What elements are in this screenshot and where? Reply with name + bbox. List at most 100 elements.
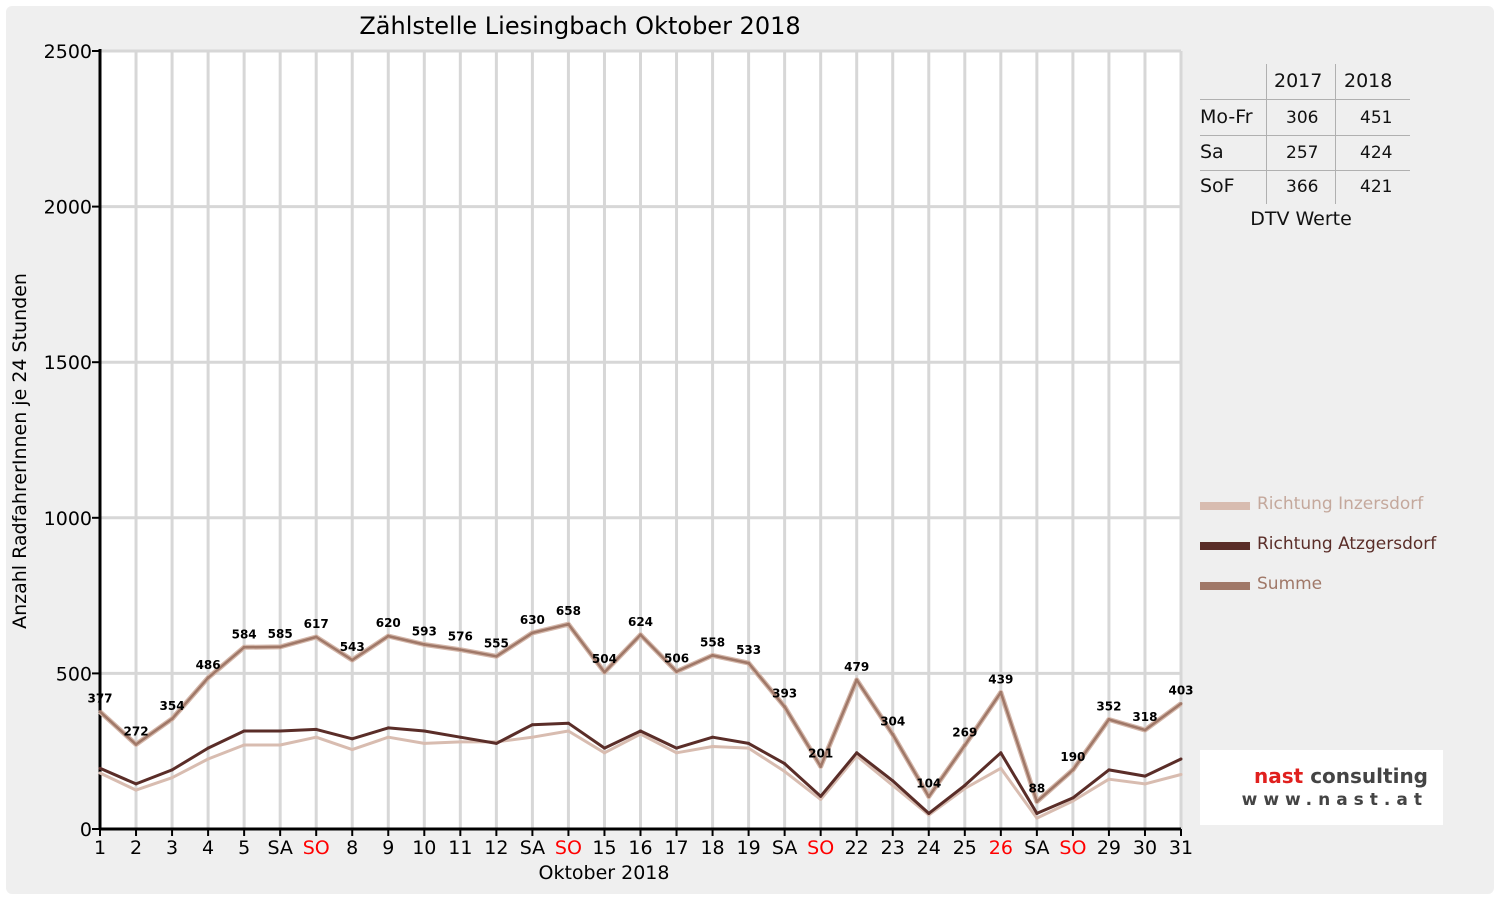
table-cell: 366 (1286, 177, 1319, 197)
x-axis-label: Oktober 2018 (538, 862, 670, 884)
dtv-caption: DTV Werte (1250, 208, 1352, 230)
x-tick-label: 16 (628, 837, 652, 859)
data-point (386, 726, 390, 730)
y-tick-label: 2000 (44, 197, 92, 219)
data-label: 533 (736, 643, 761, 657)
data-point (747, 746, 751, 750)
table-cell: 451 (1360, 108, 1393, 128)
table-cell: 257 (1286, 143, 1319, 163)
data-label: 352 (1096, 699, 1121, 713)
data-label: 624 (628, 615, 653, 629)
x-tick-label: 17 (664, 837, 688, 859)
table-cell: 424 (1360, 143, 1393, 163)
data-point (602, 751, 606, 755)
data-label: 269 (952, 725, 977, 739)
data-point (783, 769, 787, 773)
data-point (1035, 811, 1039, 815)
data-point (422, 741, 426, 745)
data-point (458, 648, 462, 652)
data-point (494, 741, 498, 745)
logo-brand-part1: nast (1254, 764, 1304, 788)
data-point (422, 729, 426, 733)
data-point (963, 743, 967, 747)
x-tick-label: 10 (412, 837, 436, 859)
data-label: 658 (556, 604, 581, 618)
x-tick-label: 18 (700, 837, 724, 859)
data-label: 354 (160, 699, 185, 713)
x-tick-label: 12 (484, 837, 508, 859)
data-point (963, 783, 967, 787)
x-tick-label: 24 (917, 837, 941, 859)
data-point (999, 690, 1003, 694)
x-tick-label: 31 (1169, 837, 1193, 859)
data-point (206, 757, 210, 761)
data-point (566, 721, 570, 725)
data-point (530, 735, 534, 739)
logo-url: www.nast.at (1241, 790, 1428, 810)
data-point (458, 740, 462, 744)
legend-item-inzersdorf: Richtung Inzersdorf (1200, 492, 1480, 516)
data-label: 630 (520, 613, 545, 627)
data-point (639, 732, 642, 736)
data-point (855, 751, 859, 755)
logo-brand: nast consulting (1200, 764, 1428, 788)
table-cell: 306 (1286, 108, 1319, 128)
legend-swatch (1200, 582, 1250, 590)
x-tick-label: 2 (130, 837, 142, 859)
data-label: 377 (87, 692, 112, 706)
data-point (170, 768, 174, 772)
y-tick-label: 1500 (44, 352, 92, 374)
data-point (1071, 799, 1075, 803)
data-label: 272 (124, 724, 149, 738)
data-point (458, 735, 462, 739)
x-tick-label: 1 (94, 837, 106, 859)
data-point (314, 727, 318, 731)
table-header-2017: 2017 (1274, 70, 1323, 92)
data-label: 393 (772, 687, 797, 701)
data-label: 486 (196, 658, 221, 672)
data-point (494, 654, 498, 658)
data-point (602, 746, 606, 750)
data-label: 584 (232, 627, 257, 641)
data-point (927, 811, 931, 815)
x-tick-label: 23 (881, 837, 905, 859)
table-cell: 421 (1360, 177, 1393, 197)
x-tick-label: 11 (448, 837, 472, 859)
data-point (1143, 782, 1147, 786)
x-tick-label: 8 (346, 837, 358, 859)
data-point (711, 735, 715, 739)
data-point (530, 723, 534, 727)
data-label: 439 (988, 672, 1013, 686)
data-label: 190 (1060, 750, 1085, 764)
data-point (1107, 777, 1111, 781)
data-point (566, 622, 570, 626)
y-tick-label: 500 (56, 663, 92, 685)
data-point (999, 751, 1003, 755)
data-point (747, 661, 751, 665)
table-divider (1266, 64, 1267, 204)
data-point (1107, 768, 1111, 772)
data-point (602, 670, 606, 674)
data-point (855, 678, 859, 682)
x-tick-label: 3 (166, 837, 178, 859)
data-point (639, 729, 642, 733)
x-tick-label: SA (520, 837, 545, 859)
x-tick-label: 29 (1097, 837, 1121, 859)
data-point (386, 634, 390, 638)
x-tick-label: SO (303, 837, 330, 859)
data-point (314, 635, 318, 639)
data-point (314, 735, 318, 739)
legend-swatch (1200, 542, 1250, 550)
x-tick-label: 19 (737, 837, 761, 859)
data-point (1035, 800, 1039, 804)
data-label: 304 (880, 714, 905, 728)
data-label: 576 (448, 630, 473, 644)
y-axis-label: Anzahl RadfahrerInnen je 24 Stunden (9, 273, 31, 629)
data-point (530, 631, 534, 635)
data-point (422, 642, 426, 646)
data-point (999, 766, 1003, 770)
table-divider (1200, 135, 1410, 136)
data-point (1071, 768, 1075, 772)
data-point (242, 743, 246, 747)
data-point (98, 710, 102, 714)
